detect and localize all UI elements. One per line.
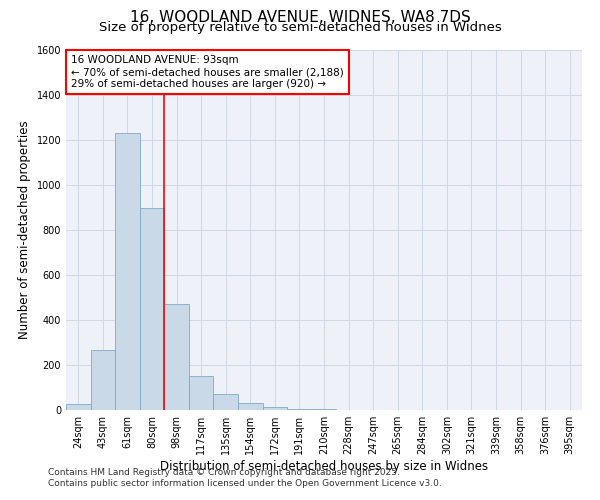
Bar [214, 394, 238, 410]
Bar [115, 133, 140, 410]
Y-axis label: Number of semi-detached properties: Number of semi-detached properties [18, 120, 31, 340]
Text: 16, WOODLAND AVENUE, WIDNES, WA8 7DS: 16, WOODLAND AVENUE, WIDNES, WA8 7DS [130, 10, 470, 25]
Text: Contains HM Land Registry data © Crown copyright and database right 2025.
Contai: Contains HM Land Registry data © Crown c… [48, 468, 442, 487]
Bar [164, 304, 189, 410]
Bar [287, 409, 312, 410]
Bar [140, 208, 164, 410]
Bar [66, 404, 91, 410]
Bar [189, 376, 214, 410]
Text: 16 WOODLAND AVENUE: 93sqm
← 70% of semi-detached houses are smaller (2,188)
29% : 16 WOODLAND AVENUE: 93sqm ← 70% of semi-… [71, 56, 344, 88]
Bar [238, 403, 263, 410]
Bar [263, 406, 287, 410]
Bar [91, 350, 115, 410]
Bar [312, 409, 336, 410]
Text: Size of property relative to semi-detached houses in Widnes: Size of property relative to semi-detach… [98, 21, 502, 34]
X-axis label: Distribution of semi-detached houses by size in Widnes: Distribution of semi-detached houses by … [160, 460, 488, 473]
